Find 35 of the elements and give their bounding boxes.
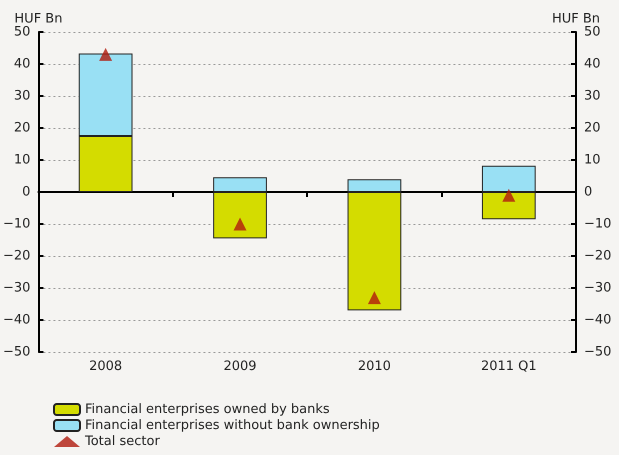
y-tick-label: 30	[14, 88, 30, 104]
x-tick-label: 2009	[223, 359, 257, 374]
y-tick-label: 50	[14, 24, 30, 40]
x-tick-label: 2011 Q1	[480, 359, 537, 374]
point	[368, 291, 381, 304]
y2-tick-label: −20	[584, 248, 612, 264]
y2-tick-label: 30	[584, 88, 601, 104]
x-tick-label: 2008	[89, 359, 122, 374]
y-tick-label: 40	[14, 56, 30, 72]
y-tick-label: 0	[22, 184, 30, 200]
y-tick-label: −40	[2, 312, 30, 328]
y2-tick-label: −10	[584, 216, 612, 232]
point	[502, 188, 516, 202]
y2-tick-label: 20	[584, 120, 601, 136]
y2-tick-label: −50	[584, 344, 612, 360]
y2-tick-label: 0	[584, 184, 592, 200]
legend-label: Financial enterprises owned by banks	[85, 402, 330, 417]
y2-tick-label: −30	[584, 280, 612, 296]
point	[99, 48, 112, 61]
point	[234, 218, 247, 230]
y-tick-label: −10	[2, 216, 30, 232]
y2-tick-label: 10	[584, 152, 601, 168]
legend-label: Financial enterprises without bank ownership	[85, 418, 380, 433]
y2-tick-label: 40	[584, 56, 601, 72]
y-axis-title: HUF Bn	[14, 12, 62, 27]
y-tick-label: −20	[2, 248, 30, 264]
y2-tick-label: −40	[584, 312, 612, 328]
y-tick-label: −30	[2, 280, 30, 296]
y2-axis-title: HUF Bn	[552, 12, 600, 27]
y-tick-label: 20	[14, 120, 30, 136]
x-tick-label: 2010	[358, 359, 391, 374]
y-tick-label: 10	[14, 152, 30, 168]
legend-label: Total sector	[84, 434, 160, 449]
y2-tick-label: 50	[584, 24, 601, 40]
y-tick-label: −50	[2, 344, 30, 360]
